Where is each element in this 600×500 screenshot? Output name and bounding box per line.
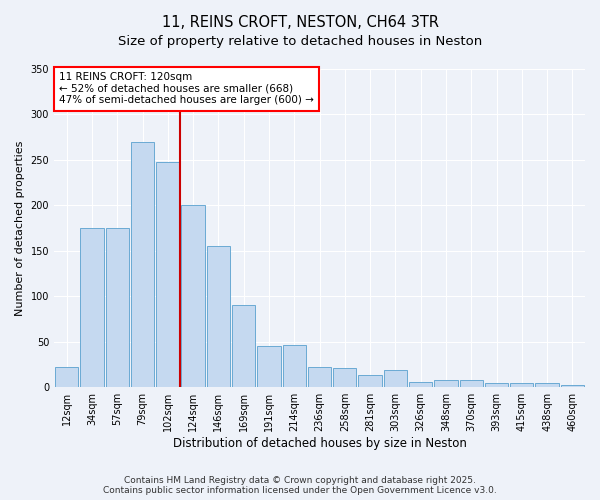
Bar [434, 380, 458, 387]
Bar [485, 382, 508, 387]
Bar [510, 382, 533, 387]
Bar [156, 162, 179, 387]
Bar [207, 246, 230, 387]
Text: Size of property relative to detached houses in Neston: Size of property relative to detached ho… [118, 35, 482, 48]
Bar [561, 386, 584, 387]
Bar [181, 206, 205, 387]
Bar [409, 382, 432, 387]
Bar [308, 367, 331, 387]
Bar [232, 306, 256, 387]
Bar [460, 380, 483, 387]
Bar [131, 142, 154, 387]
Bar [80, 228, 104, 387]
Text: Contains HM Land Registry data © Crown copyright and database right 2025.
Contai: Contains HM Land Registry data © Crown c… [103, 476, 497, 495]
Bar [55, 367, 79, 387]
Bar [535, 382, 559, 387]
Bar [333, 368, 356, 387]
Bar [283, 346, 306, 387]
Bar [106, 228, 129, 387]
Y-axis label: Number of detached properties: Number of detached properties [15, 140, 25, 316]
Bar [257, 346, 281, 387]
Text: 11 REINS CROFT: 120sqm
← 52% of detached houses are smaller (668)
47% of semi-de: 11 REINS CROFT: 120sqm ← 52% of detached… [59, 72, 314, 106]
Bar [384, 370, 407, 387]
Bar [358, 376, 382, 387]
X-axis label: Distribution of detached houses by size in Neston: Distribution of detached houses by size … [173, 437, 466, 450]
Text: 11, REINS CROFT, NESTON, CH64 3TR: 11, REINS CROFT, NESTON, CH64 3TR [161, 15, 439, 30]
